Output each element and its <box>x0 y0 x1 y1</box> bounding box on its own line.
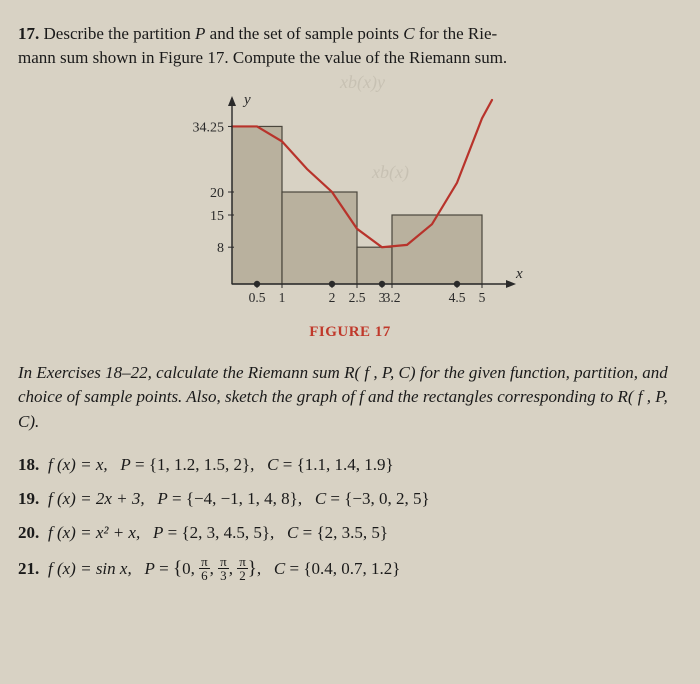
exercise-fx: f (x) = x, <box>48 455 108 474</box>
problem-17-statement: 17. Describe the partition P and the set… <box>18 22 682 70</box>
exercise-P-set: = {1, 1.2, 1.5, 2}, <box>135 455 254 474</box>
exercise-fx: f (x) = x² + x, <box>48 523 140 542</box>
exercise-row: 20.f (x) = x² + x, P = {2, 3, 4.5, 5}, C… <box>18 517 682 549</box>
exercise-P-set: = {2, 3, 4.5, 5}, <box>168 523 275 542</box>
exercise-P-label: P <box>157 489 167 508</box>
exercise-number: 19. <box>18 483 48 515</box>
figure-caption: FIGURE 17 <box>18 324 682 341</box>
svg-text:2.5: 2.5 <box>349 290 366 305</box>
p17-text-b: and the set of sample points <box>205 24 403 43</box>
svg-text:3.2: 3.2 <box>384 290 401 305</box>
problem-number: 17. <box>18 24 39 43</box>
exercise-C-label: C <box>315 489 326 508</box>
svg-text:20: 20 <box>210 186 224 201</box>
exercises-instructions: In Exercises 18–22, calculate the Rieman… <box>18 361 682 435</box>
exercise-C-set: = {0.4, 0.7, 1.2} <box>290 559 401 578</box>
exercise-fx: f (x) = sin x, <box>48 559 132 578</box>
fraction: π2 <box>237 555 248 582</box>
svg-text:2: 2 <box>329 290 336 305</box>
exercise-P-label: P <box>144 559 154 578</box>
exercise-P-label: P <box>153 523 163 542</box>
p17-var-p: P <box>195 24 205 43</box>
exercise-P-set: = {0, π6, π3, π2}, <box>159 559 261 578</box>
p17-line2: mann sum shown in Figure 17. Compute the… <box>18 48 507 67</box>
exercises-list: 18.f (x) = x, P = {1, 1.2, 1.5, 2}, C = … <box>18 449 682 588</box>
exercise-C-set: = {2, 3.5, 5} <box>303 523 388 542</box>
exercise-C-set: = {1.1, 1.4, 1.9} <box>283 455 394 474</box>
svg-text:8: 8 <box>217 241 224 256</box>
p17-var-c: C <box>403 24 414 43</box>
svg-text:0.5: 0.5 <box>249 290 266 305</box>
exercise-P-label: P <box>120 455 130 474</box>
exercise-C-label: C <box>287 523 298 542</box>
exercise-number: 18. <box>18 449 48 481</box>
svg-text:5: 5 <box>479 290 486 305</box>
exercise-row: 19.f (x) = 2x + 3, P = {−4, −1, 1, 4, 8}… <box>18 483 682 515</box>
svg-text:4.5: 4.5 <box>449 290 466 305</box>
fraction: π6 <box>199 555 210 582</box>
svg-text:x: x <box>515 266 523 282</box>
svg-text:1: 1 <box>279 290 286 305</box>
instr-rfpc: R( f , P, C) <box>344 363 415 382</box>
svg-text:15: 15 <box>210 209 224 224</box>
exercise-row: 18.f (x) = x, P = {1, 1.2, 1.5, 2}, C = … <box>18 449 682 481</box>
exercise-number: 21. <box>18 553 48 585</box>
exercise-fx: f (x) = 2x + 3, <box>48 489 145 508</box>
exercise-P-set: = {−4, −1, 1, 4, 8}, <box>172 489 302 508</box>
p17-text-a: Describe the partition <box>44 24 196 43</box>
exercise-C-set: = {−3, 0, 2, 5} <box>330 489 429 508</box>
figure-17: 8152034.250.5122.533.24.55yx <box>18 88 682 318</box>
exercise-C-label: C <box>267 455 278 474</box>
svg-text:y: y <box>242 92 251 108</box>
exercise-C-label: C <box>274 559 285 578</box>
instr-a: In Exercises 18–22, calculate the Rieman… <box>18 363 344 382</box>
svg-text:34.25: 34.25 <box>193 120 225 135</box>
exercise-row: 21.f (x) = sin x, P = {0, π6, π3, π2}, C… <box>18 551 682 587</box>
exercise-number: 20. <box>18 517 48 549</box>
fraction: π3 <box>218 555 229 582</box>
instr-tail: and the rectangles corresponding to <box>364 387 618 406</box>
riemann-sum-chart: 8152034.250.5122.533.24.55yx <box>170 88 530 318</box>
p17-text-c: for the Rie- <box>415 24 498 43</box>
